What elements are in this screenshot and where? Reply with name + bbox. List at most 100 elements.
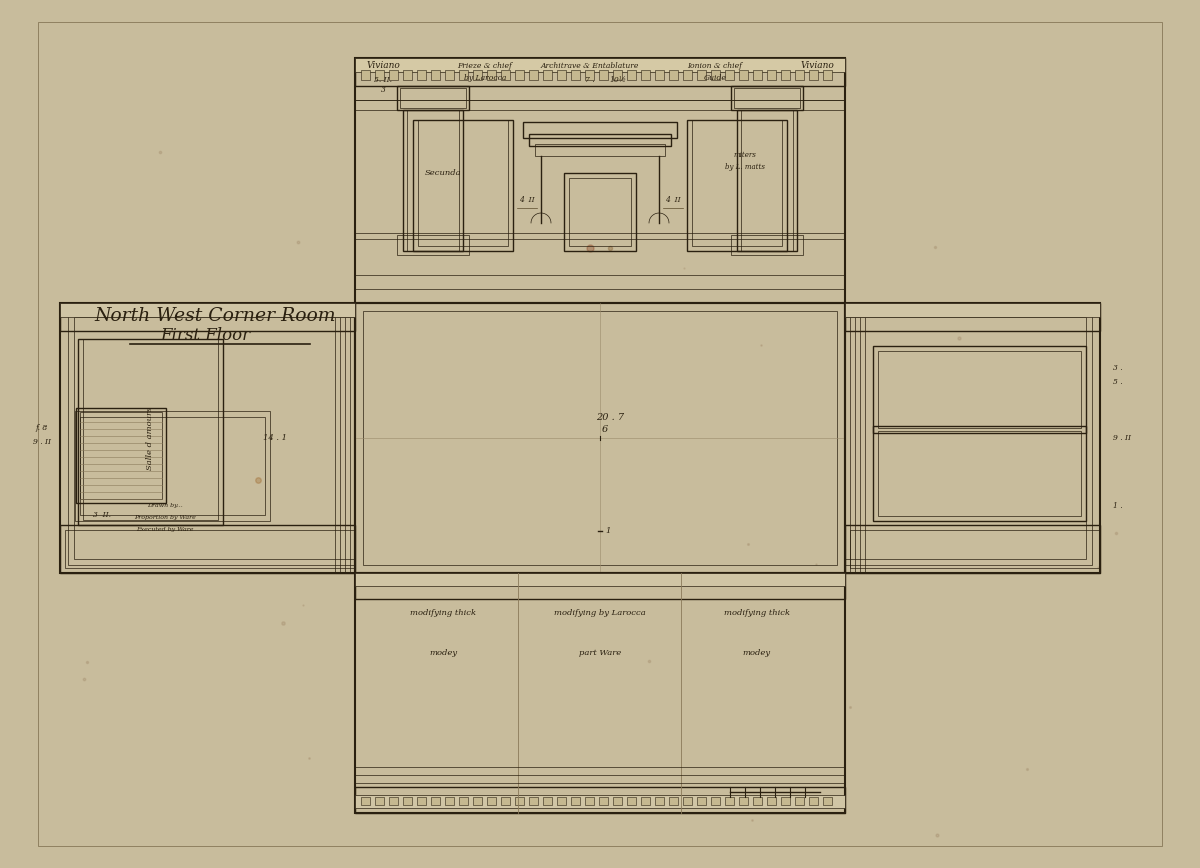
- Text: 10½: 10½: [610, 76, 626, 84]
- Bar: [564, 173, 636, 251]
- Bar: [809, 797, 818, 805]
- Text: miters: miters: [733, 151, 756, 159]
- Bar: [697, 70, 706, 80]
- Bar: [487, 70, 496, 80]
- Text: 4  II: 4 II: [520, 196, 535, 204]
- Bar: [613, 70, 622, 80]
- Bar: [431, 70, 440, 80]
- Bar: [710, 797, 720, 805]
- Bar: [403, 797, 412, 805]
- Text: 20 . 7: 20 . 7: [596, 413, 624, 423]
- Text: 1: 1: [605, 527, 611, 535]
- Bar: [74, 317, 355, 559]
- Bar: [683, 70, 692, 80]
- Bar: [878, 351, 1081, 428]
- Bar: [845, 525, 1100, 573]
- Bar: [473, 797, 482, 805]
- Bar: [445, 70, 454, 80]
- Text: 4  II: 4 II: [665, 196, 680, 204]
- Text: modifying by Larocca: modifying by Larocca: [554, 609, 646, 617]
- Bar: [403, 70, 412, 80]
- Bar: [529, 70, 538, 80]
- Bar: [364, 311, 838, 565]
- Bar: [569, 178, 631, 246]
- Text: modey: modey: [743, 649, 770, 657]
- Bar: [413, 120, 514, 251]
- Bar: [586, 70, 594, 80]
- Text: Proportion by Ware: Proportion by Ware: [134, 515, 196, 520]
- Bar: [731, 86, 803, 110]
- Bar: [655, 797, 664, 805]
- Bar: [60, 303, 355, 317]
- Bar: [599, 797, 608, 805]
- Bar: [692, 120, 782, 246]
- Text: Viviano: Viviano: [366, 62, 400, 70]
- Bar: [874, 346, 1086, 433]
- Bar: [725, 70, 734, 80]
- Bar: [739, 797, 748, 805]
- Bar: [686, 120, 787, 251]
- Bar: [418, 70, 426, 80]
- Bar: [355, 573, 845, 813]
- Text: 9 . II: 9 . II: [1114, 434, 1132, 442]
- Bar: [355, 303, 845, 573]
- Bar: [845, 303, 1100, 573]
- Bar: [60, 525, 355, 573]
- Bar: [473, 70, 482, 80]
- Bar: [515, 797, 524, 805]
- Text: Salle d amours: Salle d amours: [146, 406, 154, 470]
- Bar: [737, 110, 797, 251]
- Bar: [403, 110, 463, 251]
- Bar: [613, 797, 622, 805]
- Bar: [781, 797, 790, 805]
- Bar: [355, 58, 845, 72]
- Bar: [355, 787, 845, 813]
- Bar: [739, 70, 748, 80]
- Bar: [60, 303, 355, 331]
- Bar: [823, 797, 832, 805]
- Bar: [418, 797, 426, 805]
- Bar: [355, 58, 845, 86]
- Bar: [655, 70, 664, 80]
- Bar: [74, 411, 270, 521]
- Bar: [641, 70, 650, 80]
- Bar: [529, 134, 671, 146]
- Bar: [754, 797, 762, 805]
- Text: Ionion & chief: Ionion & chief: [688, 62, 743, 70]
- Bar: [878, 431, 1081, 516]
- Bar: [850, 530, 1100, 568]
- Bar: [796, 797, 804, 805]
- Bar: [397, 235, 469, 255]
- Bar: [502, 797, 510, 805]
- Bar: [60, 303, 355, 573]
- Text: Executed by Ware: Executed by Ware: [137, 527, 193, 531]
- Bar: [76, 408, 166, 503]
- Bar: [874, 426, 1086, 521]
- Bar: [734, 88, 800, 108]
- Bar: [529, 797, 538, 805]
- Bar: [397, 86, 469, 110]
- Bar: [571, 797, 580, 805]
- Text: Frieze & chief: Frieze & chief: [457, 62, 512, 70]
- Bar: [628, 797, 636, 805]
- Bar: [389, 797, 398, 805]
- Text: 3: 3: [380, 86, 385, 94]
- Text: North West Corner Room: North West Corner Room: [95, 307, 336, 325]
- Text: 6: 6: [602, 425, 608, 435]
- Bar: [68, 311, 355, 565]
- Bar: [80, 412, 162, 499]
- Bar: [845, 311, 1092, 565]
- Text: by Larocca: by Larocca: [464, 74, 506, 82]
- Bar: [731, 235, 803, 255]
- Bar: [845, 317, 1086, 559]
- Bar: [823, 70, 832, 80]
- Bar: [374, 70, 384, 80]
- Bar: [542, 797, 552, 805]
- Bar: [355, 795, 845, 808]
- Text: by L. matts: by L. matts: [725, 163, 766, 171]
- Bar: [571, 70, 580, 80]
- Bar: [809, 70, 818, 80]
- Bar: [535, 144, 665, 156]
- Text: 3  II.: 3 II.: [94, 511, 112, 519]
- Bar: [355, 58, 845, 303]
